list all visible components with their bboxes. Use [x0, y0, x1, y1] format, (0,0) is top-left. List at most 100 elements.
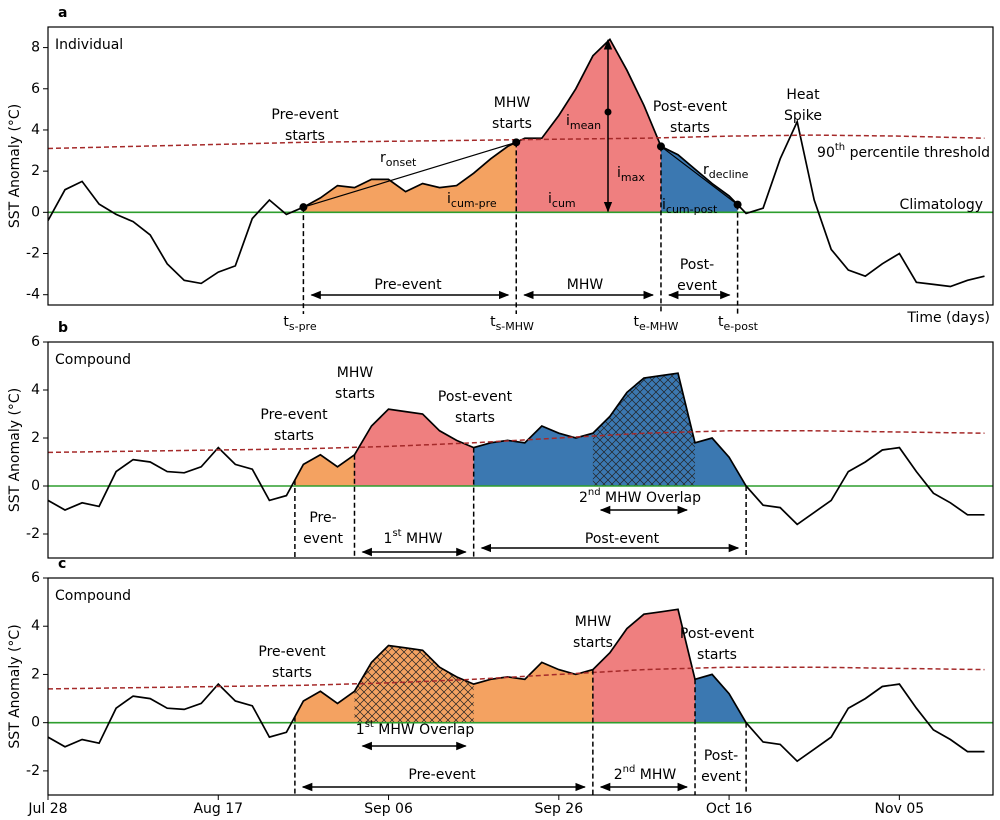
annotation: icum [548, 191, 576, 210]
imean-dot [604, 108, 612, 116]
annotation-line: r [703, 162, 709, 178]
y-tick-label: 6 [31, 570, 40, 586]
annotation: Post-event [677, 257, 717, 294]
annotation: ronset [380, 150, 417, 169]
y-tick-label: 4 [31, 122, 40, 138]
panel-label: b [58, 320, 68, 336]
annotation-line: event [303, 531, 343, 547]
y-tick-label: 6 [31, 81, 40, 97]
phase-area [294, 454, 355, 486]
subscript: cum [552, 197, 576, 210]
annotation: imax [617, 165, 645, 184]
axes-frame [47, 26, 994, 306]
subscript: decline [709, 168, 749, 181]
y-axis-label: SST Anomaly (°C) [7, 388, 23, 512]
annotation-line: MHW [494, 95, 531, 111]
superscript: st [365, 719, 374, 730]
annotation-line: Pre-event [258, 644, 326, 660]
panel-label: c [58, 556, 66, 572]
annotation: imean [566, 113, 601, 132]
superscript: nd [588, 487, 601, 498]
annotation-line: Pre- [309, 510, 336, 526]
annotation: ts-MHW [490, 314, 534, 333]
annotation: 1st MHW Overlap [356, 719, 475, 738]
annotation-line: starts [573, 635, 613, 651]
annotation-line: t [634, 314, 640, 330]
y-axis-label: SST Anomaly (°C) [7, 104, 23, 228]
phase-area [516, 39, 661, 213]
y-tick-label: 2 [31, 430, 40, 446]
overlap-hatch [592, 373, 696, 486]
rate-line [660, 145, 738, 206]
annotation: Post-event [585, 531, 660, 547]
annotation-line: MHW [337, 365, 374, 381]
y-tick-label: 4 [31, 382, 40, 398]
phase-area [695, 674, 747, 723]
annotation-line: starts [274, 428, 314, 444]
annotation-line: Pre-event [271, 107, 339, 123]
annotation: Pre-event starts [260, 407, 328, 444]
phase-area [592, 609, 696, 723]
annotation-line: Post-event [680, 626, 755, 642]
annotation-line: starts [335, 386, 375, 402]
x-tick-label: Sep 06 [364, 801, 413, 817]
annotation-tail: MHW [635, 767, 676, 783]
annotation-line: Heat [786, 87, 820, 103]
annotation-line: event [677, 278, 717, 294]
annotation-line: t [283, 314, 289, 330]
boundary-dot [512, 138, 521, 147]
annotation: Pre-event starts [258, 644, 326, 681]
y-tick-label: 6 [31, 334, 40, 350]
annotation: icum-pre [447, 191, 497, 210]
annotation-line: Post- [680, 257, 714, 273]
annotation-line: 2 [579, 490, 588, 506]
x-tick-label: Oct 16 [706, 801, 753, 817]
annotation-line: i [662, 197, 666, 213]
annotation-tail: percentile threshold [845, 145, 990, 161]
annotation: te-post [718, 314, 759, 333]
annotation: Heat Spike [784, 87, 822, 124]
annotation: ts-pre [283, 314, 316, 333]
annotation: MHW starts [492, 95, 532, 132]
annotation-line: i [548, 191, 552, 207]
annotation: 1st MHW [384, 528, 443, 547]
panel-label: a [58, 5, 67, 21]
phase-area [303, 142, 517, 213]
annotation-line: starts [492, 116, 532, 132]
panel-title: Compound [55, 352, 131, 368]
annotation-line: 90 [817, 145, 835, 161]
annotation: MHW [567, 277, 604, 293]
annotation-line: i [447, 191, 451, 207]
annotation-line: t [718, 314, 724, 330]
superscript: nd [623, 764, 636, 775]
threshold-line [48, 666, 985, 690]
annotation-tail: MHW Overlap [601, 490, 701, 506]
annotation-tail: MHW Overlap [374, 722, 474, 738]
annotation: 2nd MHW [614, 764, 677, 783]
annotation-line: 2 [614, 767, 623, 783]
axes-frame [47, 577, 994, 796]
superscript: th [835, 142, 845, 153]
annotation: MHW starts [335, 365, 375, 402]
annotation-line: t [490, 314, 496, 330]
y-tick-label: 8 [31, 40, 40, 56]
y-tick-label: 0 [31, 204, 40, 220]
sst-line [48, 608, 985, 763]
subscript: mean [570, 119, 601, 132]
y-tick-label: -2 [26, 526, 40, 542]
subscript: e-MHW [639, 320, 678, 333]
annotation: Pre-event [303, 510, 343, 547]
annotation-line: r [380, 150, 386, 166]
boundary-dot [656, 142, 665, 151]
x-tick-label: Aug 17 [193, 801, 243, 817]
annotation: 90th percentile threshold [817, 142, 990, 161]
subscript: onset [386, 156, 417, 169]
annotation-line: Pre-event [374, 277, 442, 293]
annotation-line: 1 [384, 531, 393, 547]
annotation-line: Pre-event [260, 407, 328, 423]
annotation-line: i [566, 113, 570, 129]
y-tick-label: 2 [31, 163, 40, 179]
subscript: cum-post [666, 203, 718, 216]
subscript: max [621, 171, 645, 184]
annotation-line: Post-event [653, 99, 728, 115]
